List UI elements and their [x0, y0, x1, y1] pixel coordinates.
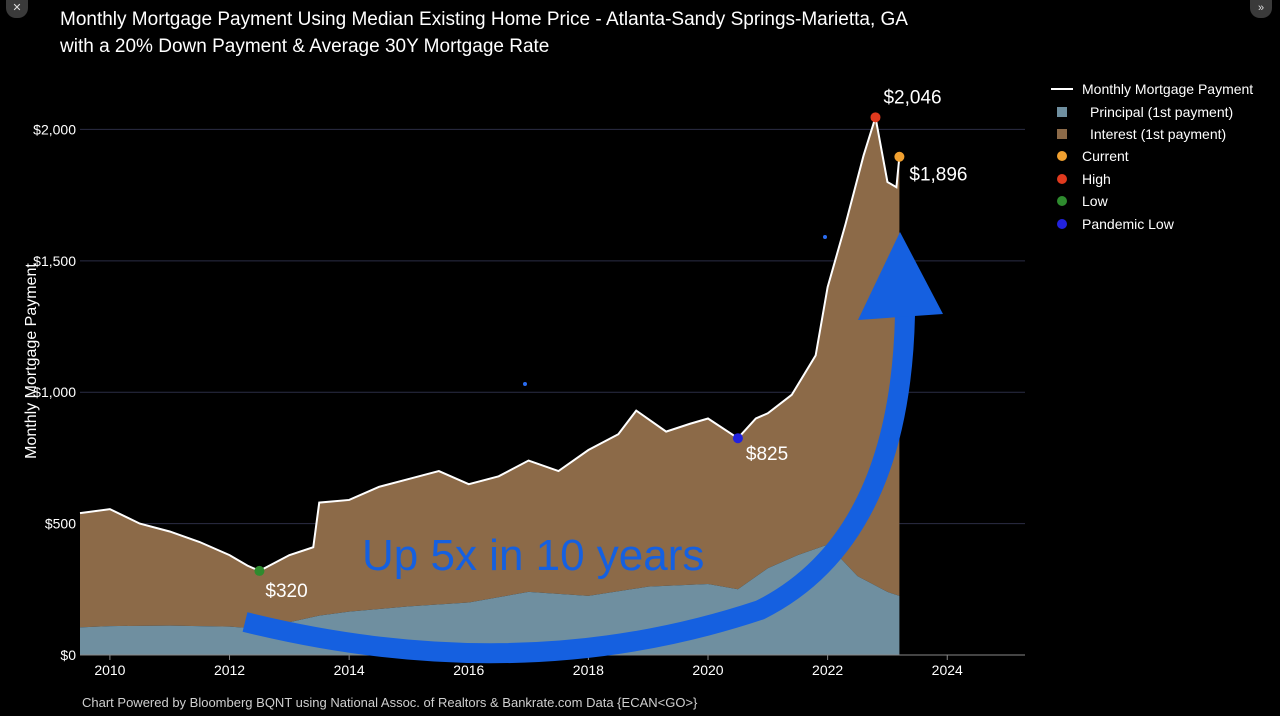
legend-item[interactable]: Low	[1050, 190, 1253, 212]
growth-arrow-head	[858, 232, 943, 320]
legend-label: Interest (1st payment)	[1090, 125, 1227, 142]
marker-low	[254, 565, 265, 576]
legend-dot-swatch	[1050, 151, 1074, 162]
legend-item[interactable]: Monthly Mortgage Payment	[1050, 78, 1253, 100]
y-tick-label: $0	[60, 647, 76, 663]
legend-item[interactable]: Current	[1050, 145, 1253, 167]
y-tick-label: $1,500	[33, 253, 76, 269]
legend-item[interactable]: Principal (1st payment)	[1050, 100, 1253, 122]
legend-label: Pandemic Low	[1082, 215, 1174, 232]
y-tick-label: $500	[45, 516, 76, 532]
legend-label: High	[1082, 170, 1111, 187]
x-tick-label: 2018	[573, 662, 604, 678]
annotation-text: Up 5x in 10 years	[362, 531, 704, 580]
chart-title: Monthly Mortgage Payment Using Median Ex…	[60, 6, 908, 60]
legend-dot-swatch	[1050, 218, 1074, 229]
y-tick-label: $2,000	[33, 121, 76, 137]
growth-arrow	[242, 232, 943, 664]
x-tick-label: 2024	[932, 662, 963, 678]
title-line-2: with a 20% Down Payment & Average 30Y Mo…	[60, 36, 550, 57]
legend-square-swatch	[1050, 128, 1074, 139]
x-tick-label: 2022	[812, 662, 843, 678]
chevron-right-icon[interactable]: »	[1250, 0, 1272, 18]
stray-dot	[523, 382, 527, 386]
marker-label: $2,046	[883, 87, 941, 108]
marker-pandemic-low	[732, 433, 743, 444]
payment-line	[79, 117, 901, 573]
marker-current	[894, 151, 905, 162]
growth-arrow-shaft	[242, 314, 915, 664]
legend-item[interactable]: High	[1050, 168, 1253, 190]
legend-item[interactable]: Interest (1st payment)	[1050, 123, 1253, 145]
x-tick-label: 2016	[453, 662, 484, 678]
legend-item[interactable]: Pandemic Low	[1050, 212, 1253, 234]
x-tick-label: 2010	[94, 662, 125, 678]
x-tick-label: 2020	[692, 662, 723, 678]
legend-label: Low	[1082, 193, 1108, 210]
title-line-1: Monthly Mortgage Payment Using Median Ex…	[60, 9, 908, 30]
marker-label: $825	[746, 444, 788, 465]
x-tick-label: 2014	[334, 662, 365, 678]
legend-dot-swatch	[1050, 196, 1074, 207]
close-icon[interactable]: ✕	[6, 0, 28, 18]
legend-line-swatch	[1050, 88, 1074, 91]
legend-label: Current	[1082, 148, 1129, 165]
legend: Monthly Mortgage Payment Principal (1st p…	[1050, 78, 1253, 235]
interest-area	[80, 117, 900, 629]
marker-high	[870, 112, 881, 123]
stray-dot	[823, 235, 827, 239]
x-tick-label: 2012	[214, 662, 245, 678]
legend-label: Principal (1st payment)	[1090, 103, 1234, 120]
legend-label: Monthly Mortgage Payment	[1082, 81, 1254, 98]
legend-square-swatch	[1050, 106, 1074, 117]
footer-source: Chart Powered by Bloomberg BQNT using Na…	[82, 695, 698, 710]
marker-label: $320	[265, 581, 307, 602]
y-tick-label: $1,000	[33, 384, 76, 400]
legend-dot-swatch	[1050, 173, 1074, 184]
marker-label: $1,896	[909, 165, 967, 186]
